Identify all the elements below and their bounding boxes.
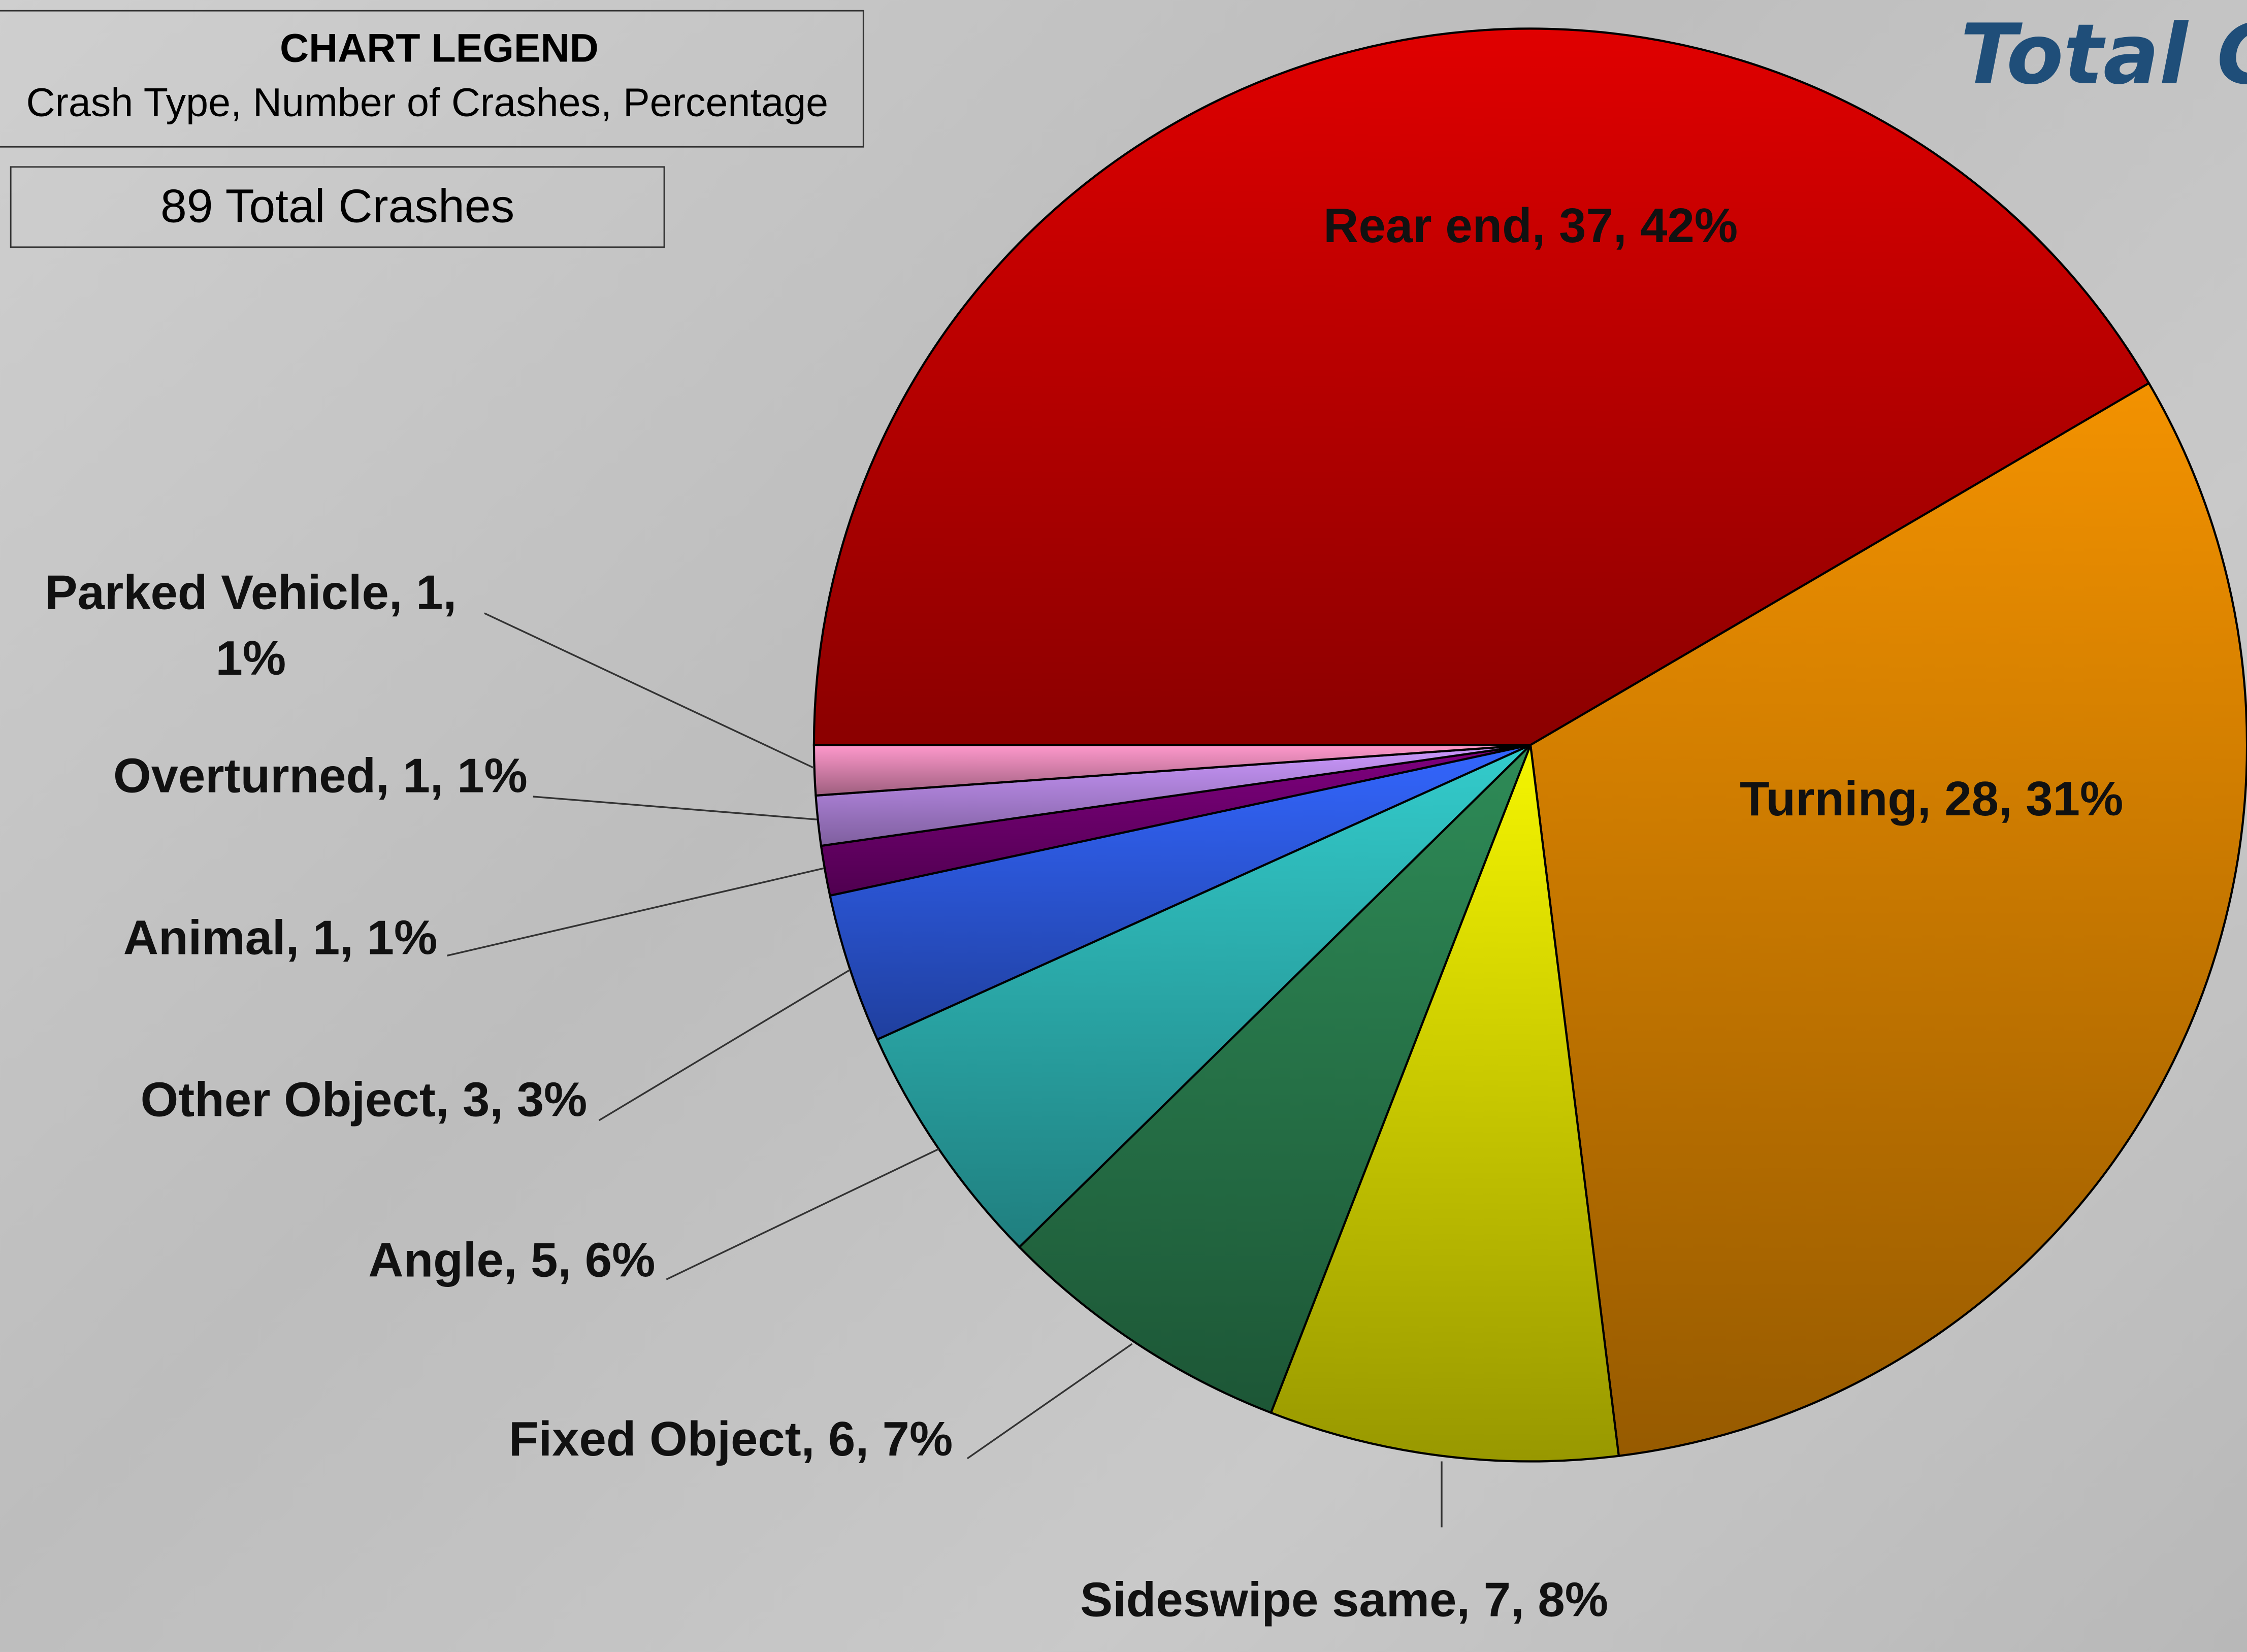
- data-label: Fixed Object, 6, 7%: [509, 1407, 953, 1473]
- data-label: Rear end, 37, 42%: [1323, 193, 1738, 259]
- data-label: Overturned, 1, 1%: [113, 744, 528, 810]
- leader-line: [484, 613, 814, 768]
- leader-line: [599, 970, 850, 1120]
- data-label: Angle, 5, 6%: [368, 1228, 655, 1294]
- page: {"chart_data": {"type": "pie", "title": …: [0, 0, 2247, 1652]
- leader-line: [967, 1344, 1132, 1459]
- leader-line: [533, 797, 817, 819]
- leader-line: [447, 868, 824, 955]
- chart: Total Crashes CHART LEGEND Crash Type, N…: [0, 0, 2247, 1652]
- data-label: Turning, 28, 31%: [1740, 767, 2123, 833]
- data-label: Parked Vehicle, 1, 1%: [7, 560, 495, 692]
- data-label: Animal, 1, 1%: [123, 906, 438, 972]
- leader-line: [666, 1149, 938, 1279]
- data-label: Sideswipe same, 7, 8%: [1072, 1567, 1616, 1633]
- data-label: Other Object, 3, 3%: [141, 1067, 588, 1133]
